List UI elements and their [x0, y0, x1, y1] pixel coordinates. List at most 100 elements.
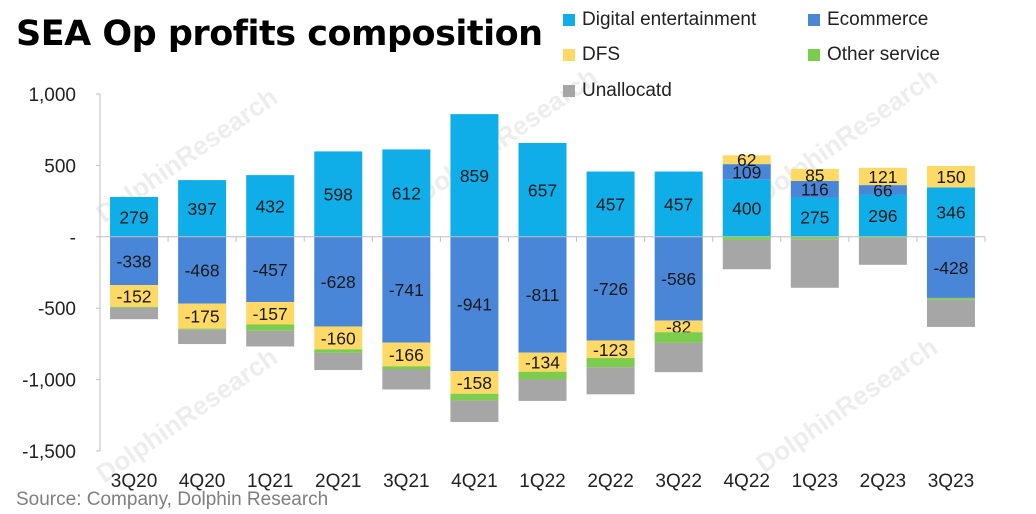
bar-unallocatd: [110, 307, 159, 320]
data-label: -586: [661, 269, 696, 289]
data-label: 612: [392, 184, 421, 204]
bar-dfs: [654, 320, 703, 333]
bar-digital-entertainment: [654, 171, 703, 237]
data-label: 457: [596, 195, 625, 215]
legend-item: Ecommerce: [808, 9, 928, 31]
bar-unallocatd: [246, 330, 295, 347]
data-label: 121: [868, 167, 897, 187]
bar-other-service: [314, 349, 363, 353]
legend-label: Other service: [827, 44, 940, 65]
bar-ecommerce: [722, 164, 771, 180]
x-tick-label: 1Q22: [519, 471, 565, 492]
bar-other-service: [654, 332, 703, 343]
chart-title: SEA Op profits composition: [16, 14, 543, 54]
bar-ecommerce: [178, 236, 227, 304]
y-tick-label: -1,000: [22, 371, 76, 392]
data-label: 296: [868, 206, 897, 226]
data-label: -726: [593, 279, 628, 299]
bar-digital-entertainment: [178, 180, 227, 237]
x-tick-label: 4Q21: [451, 471, 497, 492]
bar-dfs: [110, 285, 159, 307]
data-label: 85: [805, 165, 824, 185]
data-label: 109: [732, 162, 761, 182]
data-label: -157: [253, 304, 288, 324]
bar-dfs: [586, 340, 635, 359]
legend-item: Unallocatd: [563, 80, 672, 102]
legend-item: Other service: [808, 44, 940, 66]
data-label: -158: [457, 373, 492, 393]
bar-other-service: [722, 236, 771, 240]
bar-ecommerce: [110, 236, 159, 286]
y-tick-label: -1,500: [22, 442, 76, 463]
bar-ecommerce: [314, 236, 363, 327]
bar-other-service: [110, 306, 159, 308]
data-label: -160: [321, 328, 356, 348]
bar-other-service: [518, 371, 567, 380]
x-tick-label: 2Q21: [315, 471, 361, 492]
y-tick-label: 1,000: [28, 85, 76, 106]
bar-dfs: [178, 303, 227, 329]
legend-label: Ecommerce: [827, 9, 929, 30]
data-label: 397: [188, 199, 217, 219]
data-label: 400: [732, 199, 761, 219]
bar-other-service: [586, 358, 635, 368]
bar-unallocatd: [858, 237, 907, 265]
data-label: -628: [321, 272, 356, 292]
x-tick-label: 3Q20: [111, 471, 157, 492]
y-tick-label: -: [70, 228, 76, 249]
legend-swatch: [563, 85, 575, 97]
data-label: 346: [936, 203, 965, 223]
data-label: -166: [389, 345, 424, 365]
bar-dfs: [722, 155, 771, 165]
data-label: -811: [526, 285, 560, 305]
x-tick-label: 4Q20: [179, 471, 225, 492]
bar-other-service: [450, 393, 499, 401]
x-tick-label: 2Q23: [860, 471, 906, 492]
legend-item: DFS: [563, 44, 620, 66]
x-tick-label: 3Q21: [383, 471, 429, 492]
bar-ecommerce: [654, 236, 703, 321]
bar-digital-entertainment: [790, 197, 839, 237]
legend-label: Unallocatd: [582, 80, 672, 101]
bar-dfs: [382, 342, 431, 367]
data-label: 279: [119, 207, 148, 227]
bar-digital-entertainment: [858, 194, 907, 237]
bar-ecommerce: [518, 236, 567, 353]
data-label: 150: [936, 167, 965, 187]
x-tick-label: 3Q22: [655, 471, 701, 492]
data-label: -338: [117, 251, 152, 271]
bar-digital-entertainment: [450, 114, 499, 237]
bar-digital-entertainment: [926, 187, 975, 237]
bar-dfs: [926, 165, 975, 188]
data-label: -941: [457, 294, 492, 314]
bar-dfs: [858, 167, 907, 186]
data-label: 116: [801, 180, 829, 200]
bar-other-service: [790, 236, 839, 240]
bar-dfs: [518, 352, 567, 372]
data-label: 66: [873, 180, 892, 200]
bar-digital-entertainment: [722, 179, 771, 237]
data-label: -82: [666, 317, 691, 337]
bar-unallocatd: [382, 369, 431, 390]
data-label: -123: [593, 340, 628, 360]
data-label: 457: [664, 195, 693, 215]
legend-label: Digital entertainment: [582, 9, 757, 30]
bar-unallocatd: [790, 239, 839, 288]
data-label: 598: [324, 185, 353, 205]
bar-digital-entertainment: [586, 171, 635, 237]
bar-unallocatd: [450, 400, 499, 423]
bar-unallocatd: [178, 329, 227, 345]
y-tick-label: 500: [44, 156, 76, 177]
bar-unallocatd: [586, 367, 635, 395]
bar-other-service: [926, 297, 975, 300]
bar-ecommerce: [926, 236, 975, 298]
bar-digital-entertainment: [246, 175, 295, 237]
bar-dfs: [314, 326, 363, 350]
data-label: 275: [800, 208, 829, 228]
bar-digital-entertainment: [518, 142, 567, 237]
bar-digital-entertainment: [314, 151, 363, 237]
data-label: 859: [460, 166, 489, 186]
bar-unallocatd: [314, 352, 363, 371]
data-label: -468: [185, 261, 220, 281]
data-label: -428: [933, 258, 968, 278]
